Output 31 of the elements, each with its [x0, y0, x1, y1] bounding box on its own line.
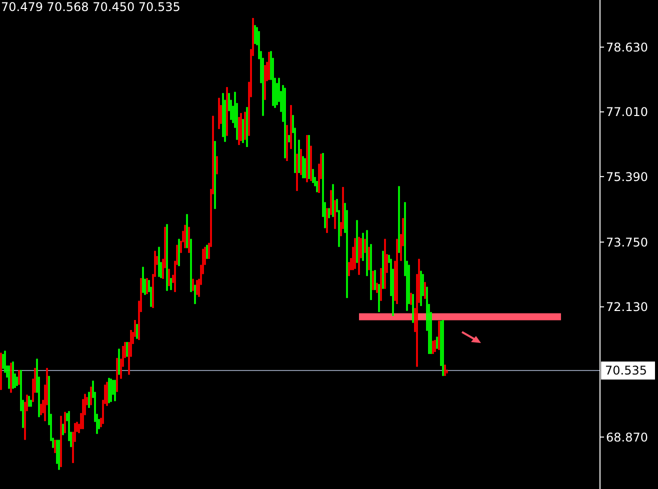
y-tick-label: 72.130: [606, 300, 648, 314]
candlestick: [364, 238, 366, 254]
candlestick: [136, 324, 138, 340]
candlestick: [348, 262, 350, 276]
candlestick: [110, 378, 112, 402]
candlestick: [216, 156, 218, 174]
candlestick: [196, 280, 198, 296]
candlestick: [424, 282, 426, 300]
candlestick: [254, 24, 256, 44]
candlestick: [374, 270, 376, 290]
candlestick: [8, 365, 10, 390]
candlestick: [206, 244, 208, 260]
y-tick-label: 78.630: [606, 40, 648, 54]
candlestick: [302, 156, 304, 178]
candlestick: [432, 340, 434, 354]
candlestick: [126, 342, 128, 358]
y-tick-label: 73.750: [606, 235, 648, 250]
y-tick-label: 77.010: [606, 105, 648, 120]
y-tick-label: 68.870: [606, 430, 648, 444]
candlestick: [106, 382, 108, 406]
chart-title: 70.479 70.568 70.450 70.535: [1, 0, 180, 14]
y-tick-label: 75.390: [606, 170, 648, 184]
candlestick: [446, 368, 448, 374]
ref-line-label: 70.535: [605, 364, 647, 378]
candlestick: [146, 278, 148, 294]
candlestick: [88, 392, 90, 408]
candlestick: [304, 158, 306, 178]
candlestick: [242, 118, 244, 144]
candlestick: [16, 376, 18, 386]
candlestick: [90, 386, 92, 406]
candlestick: [312, 168, 314, 184]
